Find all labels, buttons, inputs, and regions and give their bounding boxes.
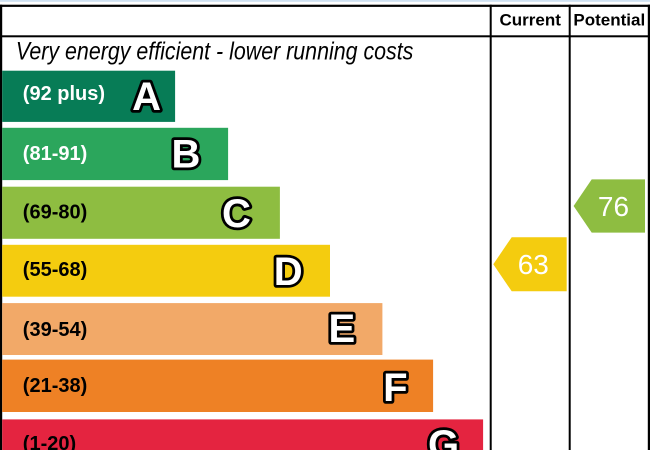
svg-text:(55-68): (55-68) [23, 259, 87, 281]
svg-text:76: 76 [598, 191, 629, 222]
svg-text:(81-91): (81-91) [23, 143, 87, 165]
svg-text:Potential: Potential [573, 10, 645, 29]
svg-text:A: A [132, 75, 161, 119]
svg-text:E: E [328, 307, 355, 351]
svg-text:Very energy efficient - lower: Very energy efficient - lower running co… [16, 38, 414, 66]
svg-text:D: D [274, 250, 303, 294]
svg-text:(21-38): (21-38) [23, 375, 87, 397]
svg-text:F: F [383, 366, 407, 410]
svg-text:C: C [222, 192, 251, 236]
svg-text:(39-54): (39-54) [23, 319, 87, 341]
svg-text:(92 plus): (92 plus) [23, 83, 105, 105]
svg-text:B: B [172, 133, 201, 177]
svg-text:63: 63 [518, 249, 549, 280]
svg-text:Current: Current [499, 10, 561, 29]
svg-text:G: G [428, 423, 459, 450]
svg-text:(1-20): (1-20) [23, 433, 76, 450]
svg-text:(69-80): (69-80) [23, 202, 87, 224]
